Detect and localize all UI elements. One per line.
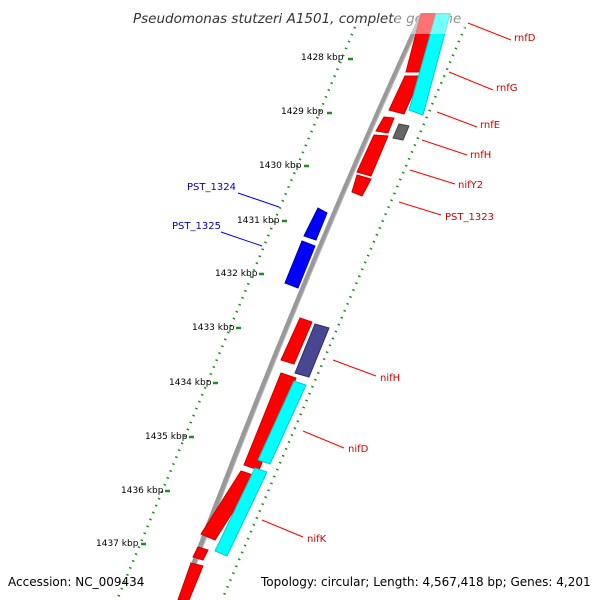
gc-dots-ring	[220, 26, 467, 600]
gene-leader-line	[448, 71, 494, 91]
gene-label-rnfG[interactable]: rnfG	[496, 83, 518, 94]
rna-bar-nifK[interactable]	[214, 467, 268, 557]
gene-label-rnfD[interactable]: rnfD	[514, 33, 536, 44]
gene-block-nifK[interactable]	[200, 470, 257, 541]
rna-bar-nifD[interactable]	[257, 380, 307, 465]
gene-label-nifY2[interactable]: nifY2	[458, 180, 483, 191]
accession-label: Accession: NC_009434	[8, 575, 144, 589]
gene-leader-line	[409, 169, 456, 185]
gene-leader-line	[421, 139, 468, 156]
gene-block-nifH-red[interactable]	[280, 317, 313, 365]
ruler-tick-label: 1428 kbp	[301, 53, 344, 63]
gene-leader-line	[398, 201, 442, 216]
gene-block-PST_1325[interactable]	[284, 240, 316, 289]
gene-block-small-red-2[interactable]	[177, 562, 204, 600]
backbone-arc	[177, 13, 425, 600]
topology-label: Topology: circular; Length: 4,567,418 bp…	[260, 575, 591, 589]
rna-track-lower	[214, 380, 307, 557]
gene-leader-line	[436, 111, 478, 128]
reverse-cds-group	[284, 207, 328, 289]
gene-label-PST_1325[interactable]: PST_1325	[172, 221, 221, 232]
gene-label-rnfH[interactable]: rnfH	[470, 150, 491, 161]
rna-bar-top[interactable]	[408, 13, 451, 116]
gene-label-PST_1324[interactable]: PST_1324	[187, 182, 236, 193]
gene-block-rnfE[interactable]	[375, 116, 395, 134]
gene-label-nifH[interactable]: nifH	[380, 373, 400, 384]
gene-leader-line	[261, 519, 304, 538]
gene-block-rnfH[interactable]	[356, 134, 389, 177]
ruler-tick-label: 1434 kbp	[169, 378, 212, 388]
gene-block-small-red-1[interactable]	[192, 546, 209, 561]
ruler-tick-label: 1436 kbp	[121, 486, 164, 496]
gene-label-nifD[interactable]: nifD	[348, 444, 369, 455]
gene-block-rnfG[interactable]	[388, 75, 422, 115]
gene-block-PST_1324[interactable]	[303, 207, 328, 241]
gene-labels-left: PST_1324 PST_1325	[172, 182, 280, 247]
rna-track-top	[392, 13, 451, 141]
ruler-tick-label: 1431 kbp	[237, 216, 280, 226]
gene-leader-line	[237, 192, 280, 208]
ruler-tick-label: 1433 kbp	[192, 323, 235, 333]
gene-leader-line	[467, 22, 512, 41]
gene-block-nifH-other[interactable]	[294, 323, 330, 378]
ruler-tick-label: 1430 kbp	[259, 161, 302, 171]
ruler-tick-label: 1435 kbp	[145, 432, 188, 442]
top-fade	[395, 14, 465, 34]
ruler-tick-label: 1429 kbp	[281, 107, 324, 117]
gene-block-nifY2[interactable]	[351, 174, 372, 197]
gene-leader-line	[220, 231, 263, 247]
ruler-tick-label: 1432 kbp	[215, 269, 258, 279]
nif-cluster	[177, 317, 330, 600]
unknown-block-top[interactable]	[392, 123, 410, 141]
gene-label-nifK[interactable]: nifK	[307, 534, 327, 545]
gene-leader-line	[302, 430, 345, 449]
gene-leader-line	[332, 359, 377, 377]
gene-label-rnfE[interactable]: rnfE	[480, 120, 500, 131]
ruler-labels: 1428 kbp 1429 kbp 1430 kbp 1431 kbp 1432 kbp…	[96, 53, 353, 549]
ruler-tick-label: 1437 kbp	[96, 539, 139, 549]
map-title: Pseudomonas stutzeri A1501, complete gen…	[133, 11, 461, 27]
gene-labels-right: rnfD rnfG rnfE rnfH nifY2 PST_1323 nifH nifD nif…	[261, 22, 536, 545]
gene-label-PST_1323[interactable]: PST_1323	[445, 212, 494, 223]
